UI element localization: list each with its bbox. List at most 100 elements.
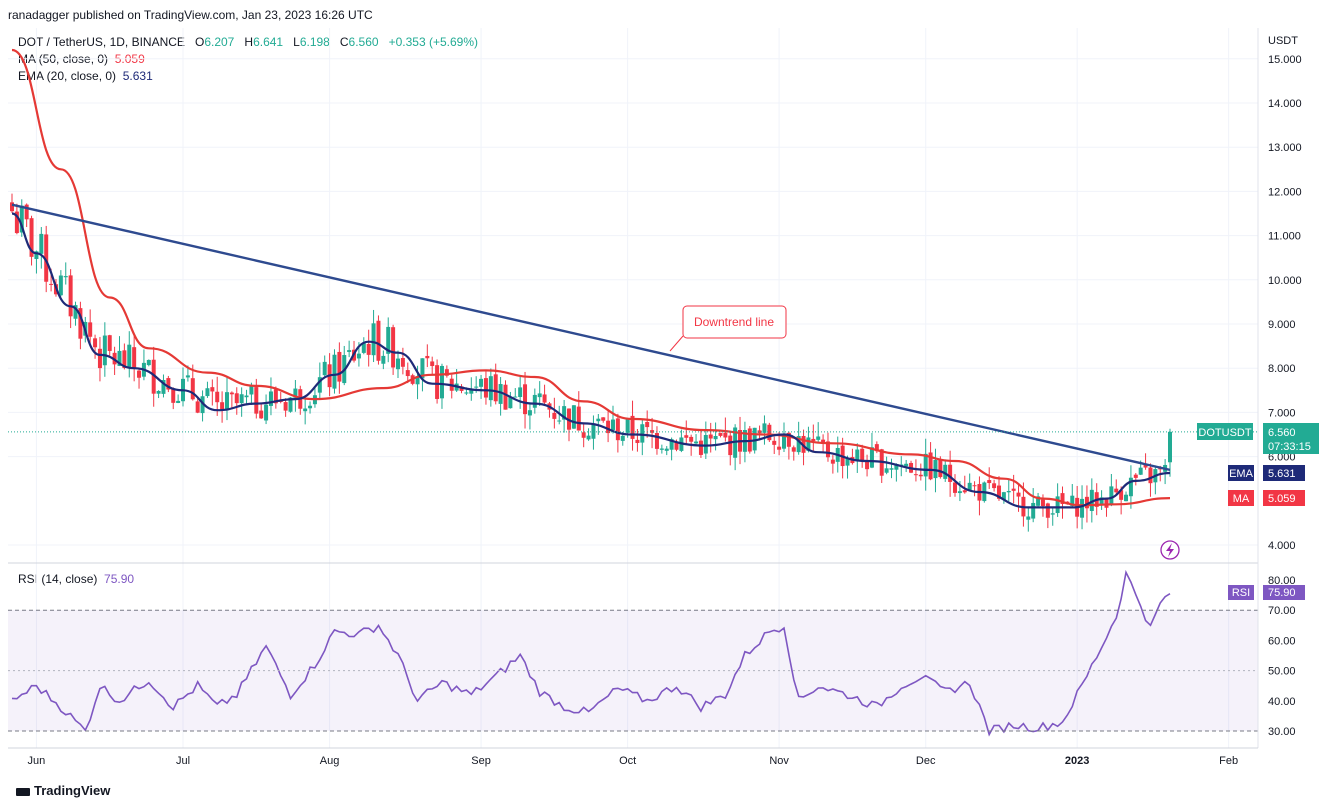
- rsi-band-lines: [8, 609, 1258, 732]
- candle-body: [1060, 493, 1065, 504]
- candle-body: [337, 351, 342, 382]
- candle-body: [391, 327, 396, 368]
- tradingview-brand[interactable]: TradingView: [16, 783, 110, 798]
- candle-body: [425, 355, 430, 359]
- time-tick-label: Jul: [176, 755, 190, 767]
- ema-line: [11, 212, 1171, 509]
- candle-body: [684, 435, 689, 438]
- rsi-tick-label: 80.00: [1268, 575, 1296, 587]
- candle-body: [166, 378, 171, 390]
- candle-body: [29, 218, 34, 257]
- candle-body: [606, 420, 611, 434]
- rsi-legend-label: RSI (14, close): [18, 572, 98, 586]
- lightning-icon[interactable]: [1160, 540, 1180, 560]
- candle-body: [322, 361, 327, 376]
- candle-body: [420, 358, 425, 379]
- rsi-tick-label: 60.00: [1268, 635, 1296, 647]
- candle-body: [816, 436, 821, 440]
- candle-body: [1031, 502, 1036, 519]
- candle-body: [635, 439, 640, 444]
- candle-body: [400, 358, 405, 367]
- candle-body: [586, 435, 591, 440]
- candle-body: [439, 365, 444, 399]
- candle-body: [117, 350, 122, 366]
- candle-body: [1045, 503, 1050, 518]
- candle-body: [224, 392, 229, 411]
- candle-body: [987, 480, 992, 484]
- candle-body: [371, 323, 376, 356]
- downtrend-label: Downtrend line: [694, 315, 774, 329]
- candle-body: [195, 401, 200, 413]
- candle-body: [845, 458, 850, 466]
- rsi-legend: RSI (14, close) 75.90: [18, 572, 134, 586]
- candle-body: [703, 435, 708, 454]
- time-tick-label: Aug: [320, 755, 340, 767]
- candle-body: [1119, 490, 1124, 500]
- price-badge-countdown: 07:33:15: [1268, 441, 1311, 453]
- candle-body: [874, 444, 879, 452]
- candle-body: [777, 446, 782, 450]
- candle-body: [78, 308, 83, 339]
- rsi-line: [11, 569, 1171, 737]
- time-tick-label: Jun: [28, 755, 46, 767]
- candle-body: [1138, 467, 1143, 475]
- change-value: +0.353 (+5.69%): [388, 35, 479, 49]
- candle-body: [63, 276, 68, 278]
- candle-body: [728, 435, 733, 456]
- candle-body: [869, 447, 874, 468]
- candle-body: [244, 395, 249, 398]
- candle-body: [889, 468, 894, 470]
- candle-body: [19, 205, 24, 233]
- tradingview-brand-label: TradingView: [34, 783, 111, 798]
- rsi-tick-label: 70.00: [1268, 605, 1296, 617]
- candle-body: [366, 343, 371, 355]
- symbol: DOT / TetherUS, 1D, BINANCE: [18, 35, 185, 49]
- candle-body: [904, 463, 909, 467]
- candle-body: [967, 482, 972, 491]
- candle-body: [24, 204, 29, 220]
- candle-body: [132, 347, 137, 368]
- candle-body: [689, 436, 694, 442]
- candle-body: [576, 406, 581, 431]
- candle-body: [1133, 474, 1138, 478]
- candle-body: [293, 388, 298, 398]
- candle-body: [215, 391, 220, 403]
- candle-body: [1026, 516, 1031, 520]
- candle-body: [767, 424, 772, 441]
- symbol-ohlc: DOT / TetherUS, 1D, BINANCE O6.207 H6.64…: [18, 35, 478, 49]
- candle-body: [669, 439, 674, 450]
- candle-body: [273, 389, 278, 404]
- ema-badge: EMA 5.631: [1228, 465, 1305, 481]
- candle-body: [825, 441, 830, 458]
- ema-badge-name: EMA: [1229, 468, 1254, 480]
- candle-body: [923, 453, 928, 477]
- rsi-badge-value: 75.90: [1268, 587, 1296, 599]
- candle-body: [137, 370, 142, 378]
- candle-body: [772, 440, 777, 445]
- candle-body: [210, 387, 215, 392]
- candle-body: [855, 449, 860, 461]
- time-tick-label: 2023: [1065, 755, 1089, 767]
- candle-body: [1006, 490, 1011, 493]
- price-tick-label: 14.000: [1268, 98, 1302, 110]
- price-badge-name: DOTUSDT: [1198, 427, 1251, 439]
- price-badge: DOTUSDT 6.560 07:33:15: [1197, 423, 1319, 454]
- candle-body: [1080, 498, 1085, 518]
- candle-body: [654, 433, 659, 449]
- candle-body: [386, 326, 391, 354]
- candle-body: [615, 418, 620, 441]
- candle-body: [469, 389, 474, 394]
- candle-body: [752, 427, 757, 451]
- candle-body: [830, 459, 835, 464]
- candle-body: [894, 464, 899, 470]
- yaxis-unit: USDT: [1268, 35, 1298, 47]
- candle-body: [610, 419, 615, 430]
- candle-body: [102, 335, 107, 366]
- candle-body: [464, 392, 469, 394]
- candle-body: [10, 202, 14, 212]
- candle-body: [581, 432, 586, 438]
- candle-body: [483, 378, 488, 398]
- rsi-axis: 80.00 70.00 60.00 50.00 40.00 30.00: [1268, 575, 1296, 738]
- downtrend-annotation: Downtrend line: [669, 305, 787, 352]
